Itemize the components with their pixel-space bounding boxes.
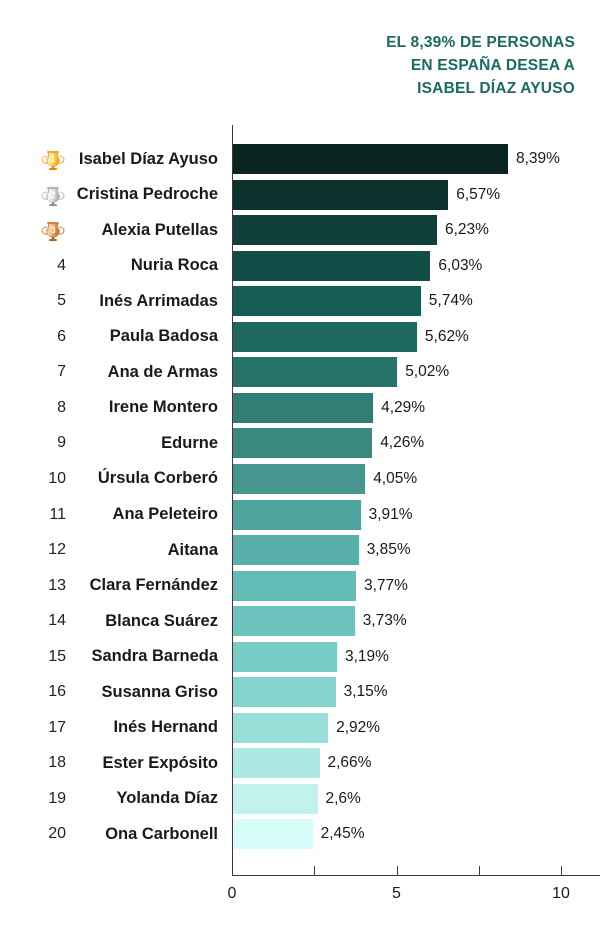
- svg-text:3: 3: [50, 225, 55, 235]
- svg-text:2: 2: [50, 190, 55, 200]
- svg-text:1: 1: [50, 154, 55, 164]
